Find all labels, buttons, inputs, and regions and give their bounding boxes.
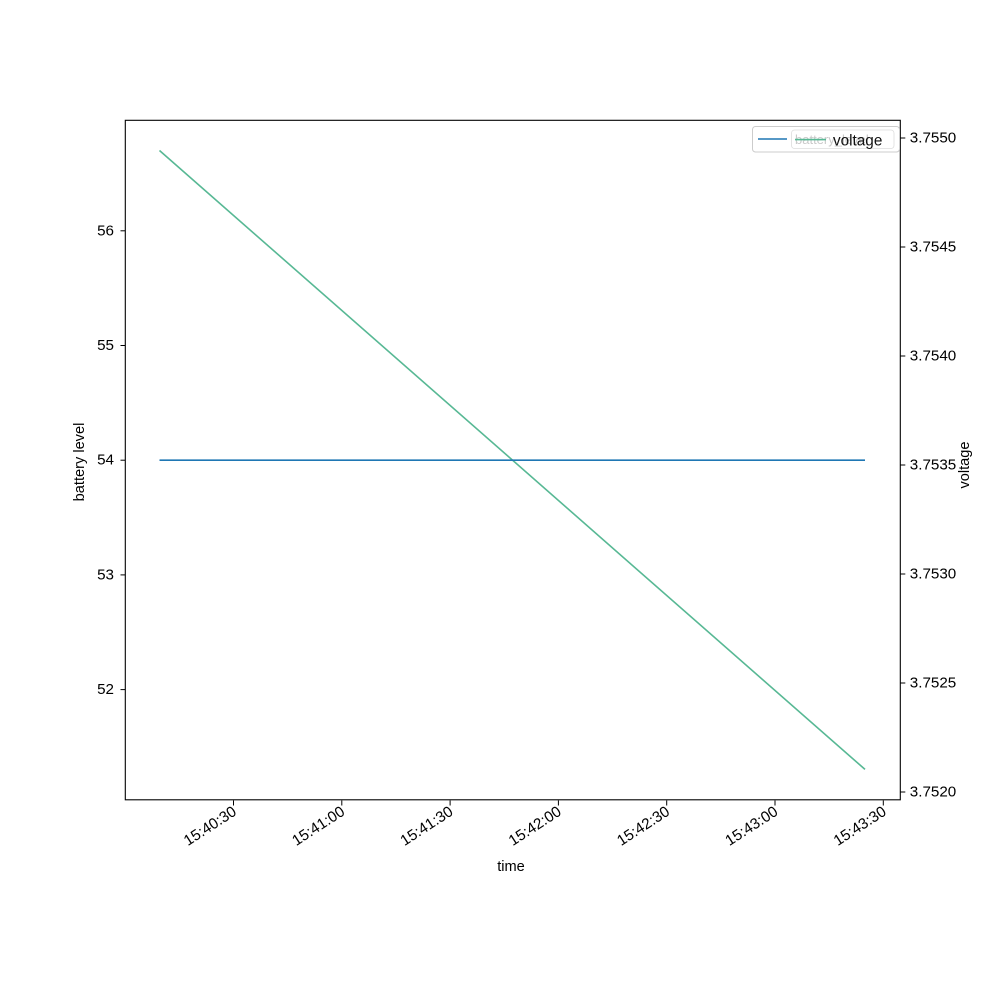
svg-text:voltage: voltage — [833, 133, 882, 150]
svg-text:3.7535: 3.7535 — [910, 457, 956, 474]
svg-text:52: 52 — [97, 681, 114, 698]
svg-text:3.7545: 3.7545 — [910, 239, 956, 256]
svg-text:55: 55 — [97, 337, 114, 354]
svg-text:54: 54 — [97, 452, 114, 469]
svg-text:15:41:30: 15:41:30 — [397, 803, 456, 849]
svg-text:battery level: battery level — [72, 423, 88, 502]
svg-text:56: 56 — [97, 222, 114, 239]
svg-text:15:41:00: 15:41:00 — [289, 803, 348, 849]
svg-text:15:42:30: 15:42:30 — [614, 803, 673, 849]
svg-text:15:42:00: 15:42:00 — [506, 803, 565, 849]
svg-text:15:43:00: 15:43:00 — [722, 803, 781, 849]
svg-text:15:40:30: 15:40:30 — [181, 803, 240, 849]
svg-text:3.7540: 3.7540 — [910, 348, 956, 365]
svg-text:3.7530: 3.7530 — [910, 566, 956, 583]
svg-text:15:43:30: 15:43:30 — [831, 803, 890, 849]
svg-text:3.7525: 3.7525 — [910, 675, 956, 692]
svg-text:3.7550: 3.7550 — [910, 130, 956, 147]
svg-text:3.7520: 3.7520 — [910, 784, 956, 801]
svg-text:53: 53 — [97, 566, 114, 583]
svg-text:voltage: voltage — [957, 441, 973, 488]
svg-text:time: time — [497, 859, 525, 875]
